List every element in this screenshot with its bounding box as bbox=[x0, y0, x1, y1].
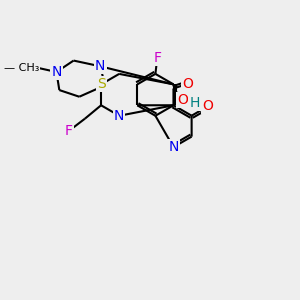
Text: O: O bbox=[202, 99, 213, 113]
Text: O: O bbox=[178, 93, 188, 107]
Text: — CH₃: — CH₃ bbox=[4, 63, 39, 73]
Text: O: O bbox=[182, 77, 193, 91]
Text: N: N bbox=[51, 65, 62, 79]
Text: S: S bbox=[97, 77, 105, 92]
Text: H: H bbox=[189, 96, 200, 110]
Text: F: F bbox=[153, 51, 161, 65]
Text: F: F bbox=[65, 124, 73, 138]
Text: N: N bbox=[168, 140, 179, 154]
Text: N: N bbox=[95, 59, 105, 73]
Text: N: N bbox=[114, 109, 124, 123]
